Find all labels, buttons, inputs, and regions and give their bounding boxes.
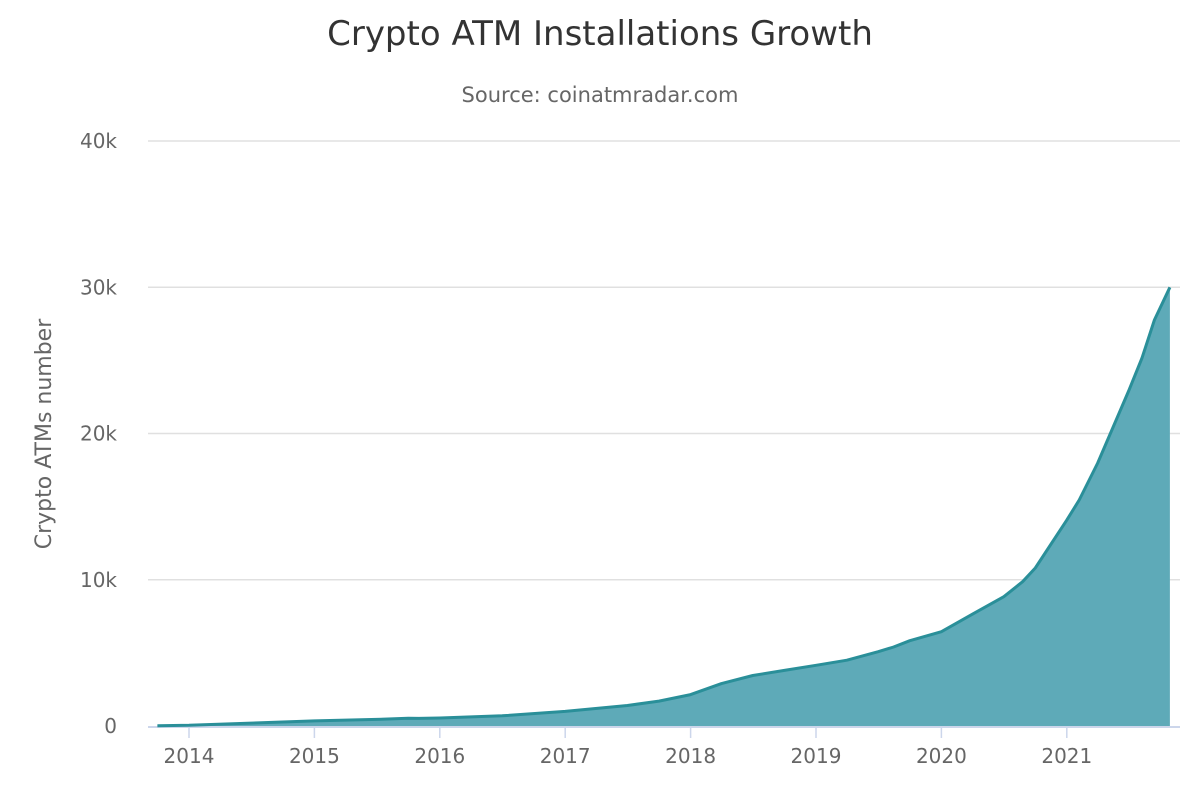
x-tick-label: 2014 [164, 744, 215, 768]
y-tick-label: 0 [104, 714, 117, 738]
x-tick-label: 2021 [1041, 744, 1092, 768]
y-tick-label: 40k [80, 129, 117, 153]
y-tick-label: 30k [80, 275, 117, 299]
area-fill [157, 287, 1170, 726]
x-tick-label: 2016 [414, 744, 465, 768]
y-axis-ticks: 0 10k 20k 30k 40k [80, 129, 117, 738]
x-tick-label: 2019 [791, 744, 842, 768]
x-tick-label: 2017 [540, 744, 591, 768]
y-tick-label: 20k [80, 422, 117, 446]
y-axis-label: Crypto ATMs number [32, 318, 57, 550]
x-tick-label: 2015 [289, 744, 340, 768]
grid-lines [148, 140, 1180, 581]
chart-title: Crypto ATM Installations Growth [327, 14, 873, 54]
x-tick-label: 2020 [916, 744, 967, 768]
y-tick-label: 10k [80, 568, 117, 592]
x-axis-ticks: 2014 2015 2016 2017 2018 2019 2020 2021 [148, 726, 1180, 768]
chart-subtitle: Source: coinatmradar.com [461, 83, 739, 107]
x-tick-label: 2018 [665, 744, 716, 768]
